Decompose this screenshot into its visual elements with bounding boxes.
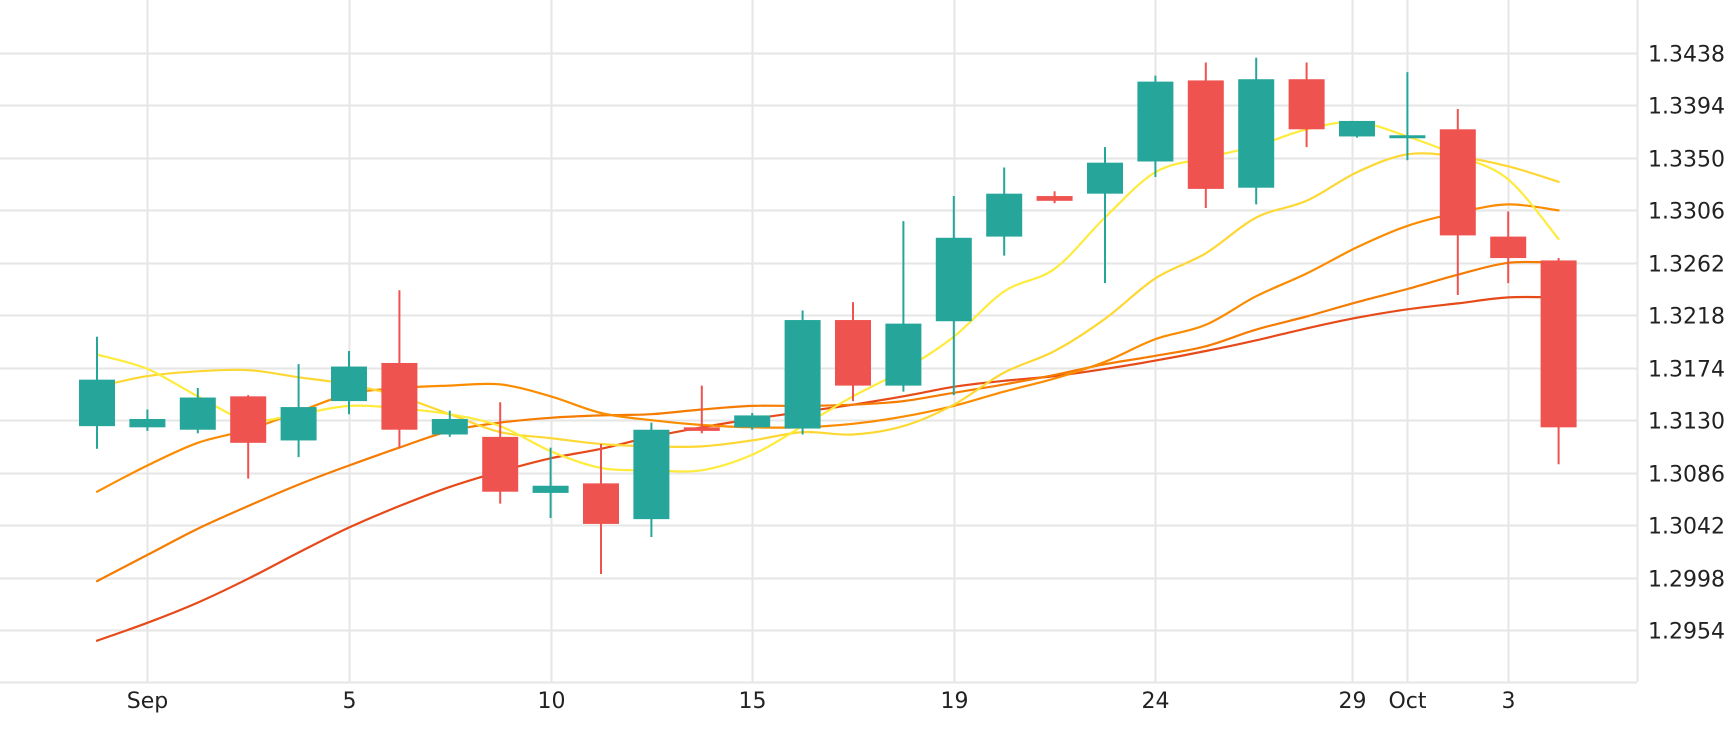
candle-body bbox=[179, 397, 216, 430]
candle-body bbox=[986, 193, 1023, 237]
y-tick-label: 1.3394 bbox=[1648, 95, 1725, 120]
candle-up bbox=[734, 413, 771, 430]
x-tick-label: 10 bbox=[538, 689, 566, 714]
candle-up bbox=[935, 196, 972, 396]
candle-body bbox=[482, 436, 519, 492]
x-tick-label: 19 bbox=[941, 689, 969, 714]
y-tick-label: 1.2954 bbox=[1648, 620, 1725, 645]
candles bbox=[79, 57, 1577, 574]
candle-body bbox=[1288, 79, 1325, 130]
candle-up bbox=[280, 364, 317, 458]
candle-body bbox=[1389, 135, 1426, 139]
candle-body bbox=[683, 427, 720, 431]
candle-body bbox=[431, 418, 468, 435]
grid bbox=[0, 0, 1639, 684]
y-tick-label: 1.3086 bbox=[1648, 463, 1725, 488]
axes: 1.2954 1.2998 1.3042 1.3086 1.3130 1.3174 1.32… bbox=[127, 43, 1725, 715]
x-tick-label: Oct bbox=[1388, 689, 1426, 714]
candle-down bbox=[381, 290, 418, 448]
candle-down bbox=[1490, 211, 1527, 284]
candle-body bbox=[1238, 79, 1275, 188]
candle-body bbox=[1540, 260, 1577, 428]
x-tick-label: 3 bbox=[1502, 689, 1516, 714]
moving-average-lines bbox=[95, 120, 1560, 642]
candle-body bbox=[935, 237, 972, 322]
candle-down bbox=[1540, 258, 1577, 465]
candle-up bbox=[784, 310, 821, 435]
candle-up bbox=[1137, 75, 1174, 177]
candle-body bbox=[280, 407, 317, 441]
candle-body bbox=[784, 320, 821, 429]
candle-body bbox=[331, 366, 367, 402]
candle-up bbox=[1339, 120, 1375, 138]
candle-body bbox=[381, 362, 418, 430]
candle-body bbox=[885, 323, 922, 386]
candle-body bbox=[1339, 120, 1375, 137]
candle-down bbox=[1036, 191, 1073, 204]
y-tick-label: 1.3042 bbox=[1648, 515, 1725, 540]
candle-down bbox=[1288, 62, 1325, 148]
x-tick-label: 24 bbox=[1142, 689, 1170, 714]
candle-up bbox=[129, 409, 166, 431]
candle-up bbox=[179, 387, 216, 434]
x-tick-label: 29 bbox=[1339, 689, 1367, 714]
moving-average-line bbox=[95, 152, 1560, 449]
candle-body bbox=[1036, 196, 1073, 201]
y-tick-label: 1.3350 bbox=[1648, 148, 1725, 173]
x-tick-label: 5 bbox=[343, 689, 357, 714]
candle-body bbox=[835, 320, 871, 386]
candle-up bbox=[532, 447, 569, 518]
moving-average-line bbox=[95, 295, 1560, 642]
y-tick-label: 1.3130 bbox=[1648, 410, 1725, 435]
candle-up bbox=[1087, 147, 1123, 284]
candle-body bbox=[734, 415, 771, 428]
candle-up bbox=[986, 167, 1023, 256]
y-tick-label: 1.3306 bbox=[1648, 200, 1725, 225]
candle-body bbox=[1087, 162, 1123, 194]
candle-body bbox=[1137, 81, 1174, 162]
y-tick-label: 1.3438 bbox=[1648, 43, 1725, 68]
candle-up bbox=[331, 351, 367, 415]
candle-body bbox=[1439, 129, 1476, 236]
y-tick-label: 1.3262 bbox=[1648, 253, 1725, 278]
y-tick-label: 1.3174 bbox=[1648, 358, 1725, 383]
candle-down bbox=[683, 385, 720, 434]
candle-body bbox=[79, 379, 115, 427]
candle-body bbox=[1187, 80, 1224, 189]
y-tick-label: 1.3218 bbox=[1648, 305, 1725, 330]
candle-up bbox=[431, 410, 468, 437]
candle-body bbox=[129, 418, 166, 428]
candle-down bbox=[835, 302, 871, 402]
candle-body bbox=[1490, 236, 1527, 259]
candle-up bbox=[79, 336, 115, 449]
y-tick-label: 1.2998 bbox=[1648, 568, 1725, 593]
moving-average-line bbox=[95, 260, 1560, 583]
candle-body bbox=[633, 429, 670, 520]
candle-body bbox=[532, 485, 569, 493]
candle-down bbox=[583, 444, 619, 574]
candle-down bbox=[482, 402, 519, 504]
candle-down bbox=[1439, 109, 1476, 296]
candle-up bbox=[885, 221, 922, 392]
x-tick-label: Sep bbox=[127, 689, 168, 714]
candle-down bbox=[1187, 62, 1224, 208]
moving-average-line bbox=[95, 203, 1560, 493]
x-tick-label: 15 bbox=[739, 689, 767, 714]
candle-down bbox=[230, 395, 267, 479]
candle-up bbox=[1238, 57, 1275, 205]
candle-up bbox=[1389, 72, 1426, 161]
candle-up bbox=[633, 422, 670, 538]
candle-body bbox=[230, 396, 267, 443]
candle-body bbox=[583, 483, 619, 524]
